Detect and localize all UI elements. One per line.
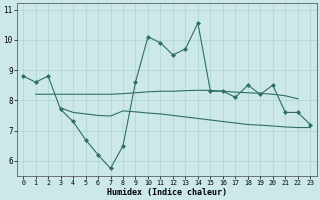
X-axis label: Humidex (Indice chaleur): Humidex (Indice chaleur): [107, 188, 227, 197]
